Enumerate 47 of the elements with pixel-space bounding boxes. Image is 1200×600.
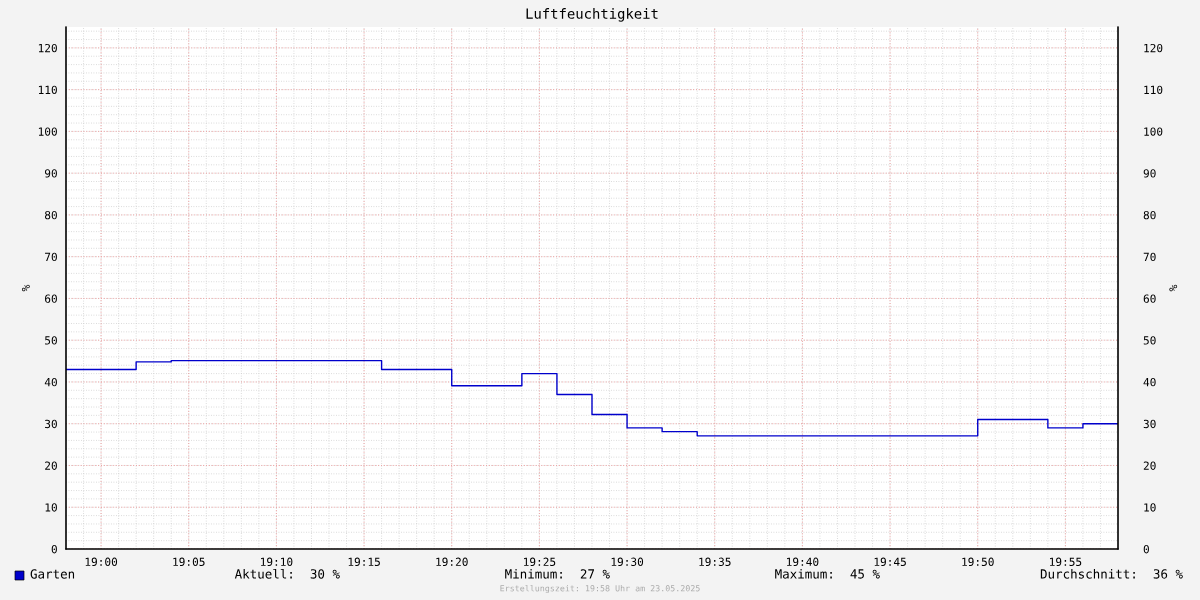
x-tick-label: 19:50 xyxy=(962,557,994,566)
text: Maximum: 45 % xyxy=(775,568,880,579)
x-tick-label: 19:40 xyxy=(787,557,819,566)
text: Minimum: 27 % xyxy=(505,568,610,579)
y-tick-label: 100 xyxy=(38,127,57,136)
x-tick-label: 19:55 xyxy=(1050,557,1082,566)
x-tick-label: 19:00 xyxy=(85,557,118,566)
y-tick-label: 30 xyxy=(45,419,57,429)
legend-label: Garten xyxy=(30,569,75,579)
y-axis-title: % xyxy=(21,284,30,292)
x-tick-label: 19:15 xyxy=(348,557,380,566)
x-tick-label: 19:30 xyxy=(611,557,644,566)
y-tick-label: 110 xyxy=(38,85,57,95)
y2-tick-label: 110 xyxy=(1144,85,1163,95)
y-tick-label: 90 xyxy=(44,169,57,178)
x-tick-label: 19:35 xyxy=(699,557,731,566)
y2-tick-label: 70 xyxy=(1143,252,1156,262)
x-tick-label: 19:10 xyxy=(261,557,293,566)
y-tick-label: 70 xyxy=(45,252,57,262)
y2-tick-label: 80 xyxy=(1143,210,1156,220)
text: Erstellungszeit: 19:58 Uhr am 23.05.2025 xyxy=(500,584,700,594)
y2-tick-label: 100 xyxy=(1144,127,1163,136)
y-tick-label: 0 xyxy=(51,545,57,554)
y2-tick-label: 90 xyxy=(1143,169,1156,178)
y-tick-label: 80 xyxy=(45,210,57,220)
x-tick-label: 19:25 xyxy=(524,557,556,566)
y-tick-label: 10 xyxy=(45,503,57,512)
y2-tick-label: 0 xyxy=(1143,545,1149,554)
y-tick-label: 20 xyxy=(45,461,57,470)
y2-tick-label: 10 xyxy=(1144,503,1156,512)
text: Durchschnitt: 36 % xyxy=(1040,568,1183,579)
x-tick-label: 19:20 xyxy=(436,557,468,566)
y-tick-label: 40 xyxy=(44,377,57,387)
text: Aktuell: 30 % xyxy=(234,568,340,579)
y-tick-label: 120 xyxy=(38,43,57,53)
chart-title: Luftfeuchtigkeit xyxy=(526,8,658,22)
y2-tick-label: 20 xyxy=(1143,461,1156,470)
x-tick-label: 19:05 xyxy=(173,557,205,566)
y2-tick-label: 60 xyxy=(1143,294,1156,303)
y2-tick-label: 50 xyxy=(1143,336,1156,345)
y2-axis-title: % xyxy=(1169,284,1178,292)
y-tick-label: 50 xyxy=(45,336,57,345)
y2-tick-label: 30 xyxy=(1143,419,1156,429)
x-tick-label: 19:45 xyxy=(874,557,906,566)
y2-tick-label: 120 xyxy=(1144,43,1163,53)
y2-tick-label: 40 xyxy=(1143,377,1156,387)
y-tick-label: 60 xyxy=(45,294,57,303)
